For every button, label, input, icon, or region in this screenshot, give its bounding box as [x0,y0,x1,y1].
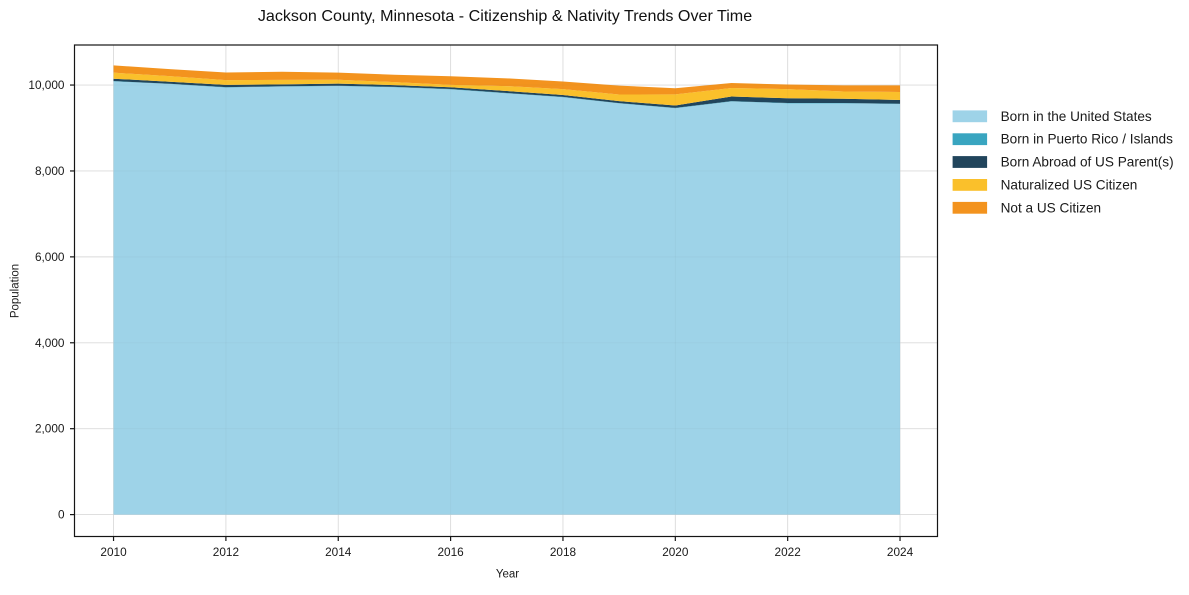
svg-text:Year: Year [496,568,519,580]
svg-text:2012: 2012 [213,545,239,559]
svg-text:Naturalized US Citizen: Naturalized US Citizen [1001,177,1138,192]
svg-text:2018: 2018 [550,545,577,559]
svg-text:Not a US Citizen: Not a US Citizen [1001,200,1101,215]
svg-text:2010: 2010 [100,545,127,559]
svg-text:Born in Puerto Rico / Islands: Born in Puerto Rico / Islands [1001,132,1173,147]
svg-text:Born Abroad of US Parent(s): Born Abroad of US Parent(s) [1001,155,1174,170]
svg-text:2024: 2024 [887,545,914,559]
svg-text:2020: 2020 [662,545,689,559]
svg-text:2014: 2014 [325,545,352,559]
svg-text:2016: 2016 [437,545,464,559]
svg-text:8,000: 8,000 [35,164,65,178]
svg-text:10,000: 10,000 [28,78,65,92]
svg-text:6,000: 6,000 [35,250,65,264]
svg-text:2,000: 2,000 [35,422,65,436]
svg-text:Jackson County, Minnesota - Ci: Jackson County, Minnesota - Citizenship … [258,7,752,25]
svg-text:Born in the United States: Born in the United States [1001,109,1152,124]
svg-text:4,000: 4,000 [35,336,65,350]
svg-text:0: 0 [58,508,65,522]
svg-text:Population: Population [10,264,22,318]
svg-text:2022: 2022 [775,545,801,559]
